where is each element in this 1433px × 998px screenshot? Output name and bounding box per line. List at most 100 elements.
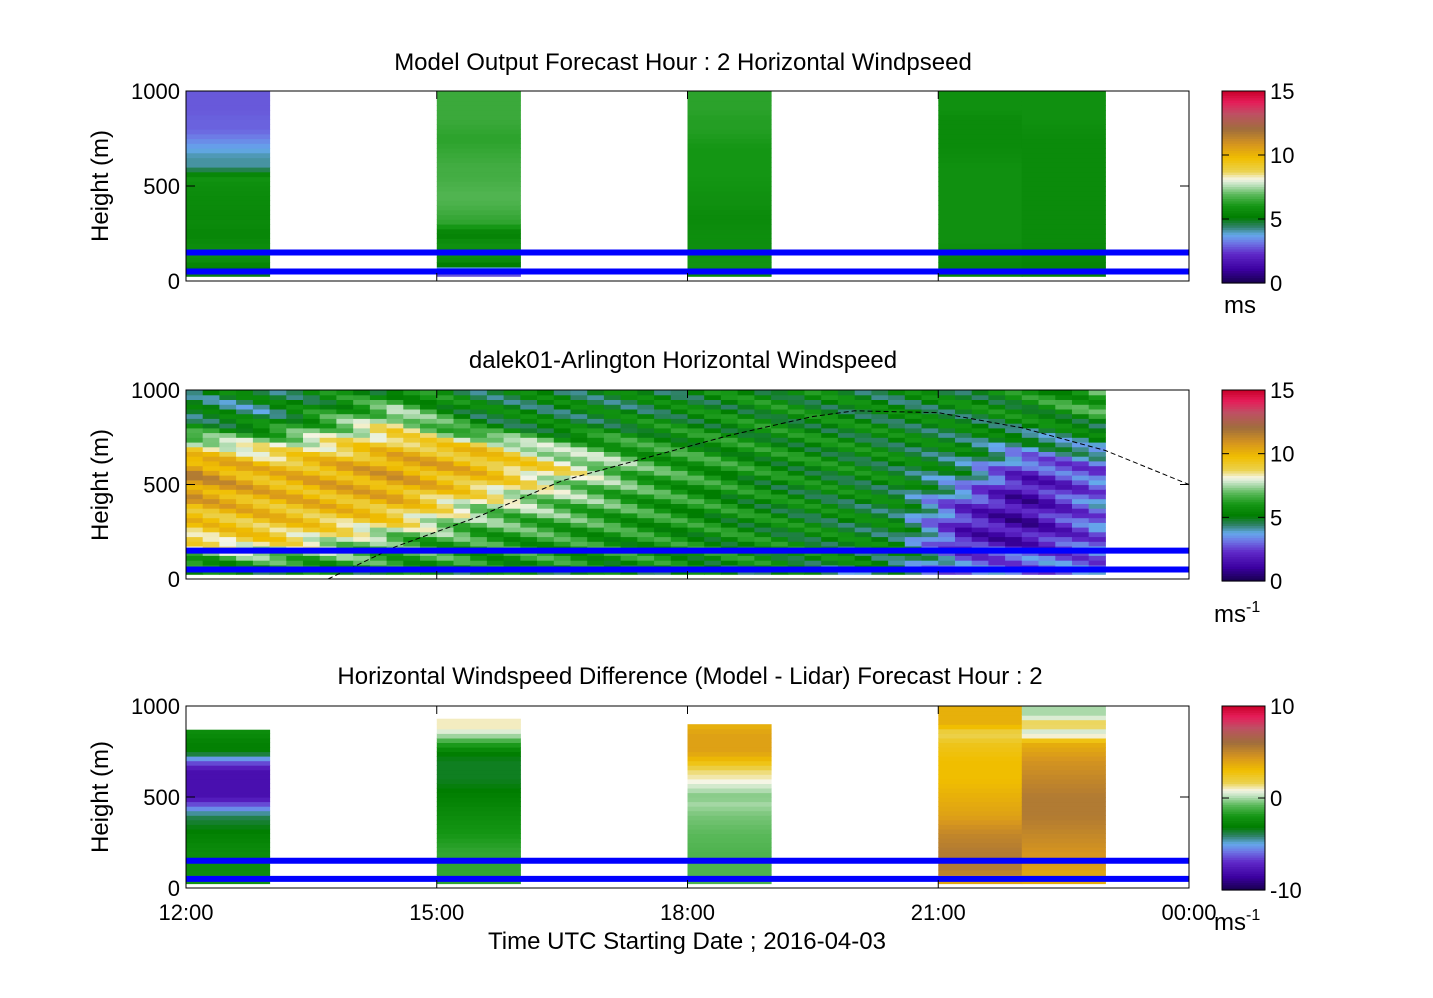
heatmap-cell [1005, 408, 1023, 415]
colorbar-segment [1222, 733, 1265, 737]
heatmap-cell [1072, 527, 1090, 533]
heatmap-cell [804, 527, 822, 533]
heatmap-cell [787, 479, 805, 486]
heatmap-cell [1021, 195, 1106, 201]
heatmap-cell [603, 522, 622, 528]
heatmap-cell [186, 465, 204, 471]
heatmap-cell [336, 451, 354, 457]
heatmap-cell [670, 498, 688, 504]
heatmap-cell [888, 512, 906, 519]
heatmap-cell [553, 498, 571, 504]
heatmap-cell [754, 470, 772, 476]
heatmap-cell [1021, 806, 1106, 812]
heatmap-cell [687, 224, 772, 230]
heatmap-cell [186, 531, 204, 538]
heatmap-cell [336, 460, 354, 467]
heatmap-cell [654, 427, 672, 434]
heatmap-cell [1021, 446, 1039, 452]
heatmap-cell [938, 783, 1023, 789]
heatmap-cell [1072, 479, 1090, 486]
heatmap-cell [955, 555, 973, 561]
heatmap-cell [603, 418, 622, 424]
heatmap-cell [921, 493, 939, 500]
heatmap-cell [1038, 470, 1056, 476]
colorbar-segment [1222, 781, 1265, 785]
heatmap-cell [219, 460, 237, 467]
heatmap-cell [453, 394, 471, 400]
heatmap-cell [503, 437, 521, 443]
heatmap-cell [670, 555, 688, 561]
heatmap-cell [386, 394, 404, 400]
heatmap-cell [787, 489, 805, 495]
heatmap-cell [787, 404, 805, 410]
heatmap-cell [1021, 456, 1039, 462]
heatmap-cell [202, 536, 220, 542]
colorbar-segment [1222, 220, 1265, 224]
heatmap-cell [737, 484, 755, 490]
heatmap-cell [470, 418, 488, 424]
colorbar-tick-label: 5 [1270, 207, 1282, 232]
heatmap-cell [687, 233, 772, 239]
heatmap-cell [587, 408, 605, 415]
heatmap-cell [252, 446, 271, 452]
heatmap-cell [386, 479, 404, 486]
colorbar-segment [1222, 485, 1265, 489]
heatmap-cell [1055, 418, 1073, 424]
heatmap-cell [1038, 493, 1056, 500]
colorbar-segment [1222, 758, 1265, 762]
heatmap-cell [403, 536, 421, 542]
heatmap-cell [486, 394, 505, 400]
heatmap-cell [620, 427, 638, 434]
heatmap-cell [553, 522, 571, 528]
heatmap-cell [336, 475, 354, 481]
heatmap-cell [303, 479, 321, 486]
heatmap-cell [319, 408, 337, 415]
heatmap-cell [888, 465, 906, 471]
heatmap-cell [286, 394, 304, 400]
heatmap-cell [804, 484, 822, 490]
heatmap-cell [386, 465, 404, 471]
heatmap-cell [436, 783, 521, 789]
heatmap-cell [186, 209, 271, 216]
heatmap-cell [687, 418, 705, 424]
heatmap-cell [670, 536, 688, 542]
heatmap-cell [687, 536, 705, 542]
heatmap-cell [988, 399, 1006, 405]
heatmap-cell [236, 560, 254, 566]
heatmap-cell [1072, 399, 1090, 405]
heatmap-cell [971, 437, 989, 443]
heatmap-cell [1038, 512, 1056, 519]
heatmap-cell [1055, 508, 1073, 514]
heatmap-cell [804, 442, 822, 448]
heatmap-cell [854, 560, 872, 566]
colorbar-segment [1222, 206, 1265, 210]
heatmap-cell [687, 842, 772, 848]
heatmap-cell [453, 475, 471, 481]
heatmap-cell [369, 442, 388, 448]
heatmap-cell [720, 470, 739, 476]
heatmap-cell [537, 508, 555, 514]
heatmap-cell [988, 522, 1006, 528]
heatmap-cell [620, 555, 638, 561]
heatmap-cell [319, 418, 337, 424]
heatmap-cell [303, 541, 321, 547]
heatmap-cell [252, 475, 271, 481]
heatmap-cell [1021, 460, 1039, 467]
heatmap-cell [1021, 399, 1039, 405]
heatmap-cell [1021, 243, 1106, 249]
heatmap-cell [687, 186, 772, 192]
heatmap-cell [553, 408, 571, 415]
heatmap-cell [854, 408, 872, 415]
colorbar-tick-label: 5 [1270, 505, 1282, 530]
heatmap-cell [202, 475, 220, 481]
heatmap-cell [938, 815, 1023, 821]
heatmap-cell [269, 470, 287, 476]
heatmap-cell [553, 531, 571, 538]
heatmap-cell [787, 394, 805, 400]
heatmap-cell [988, 536, 1006, 542]
heatmap-cell [336, 442, 354, 448]
heatmap-cell [286, 408, 304, 415]
heatmap-cell [687, 209, 772, 216]
heatmap-cell [687, 475, 705, 481]
heatmap-cell [219, 427, 237, 434]
